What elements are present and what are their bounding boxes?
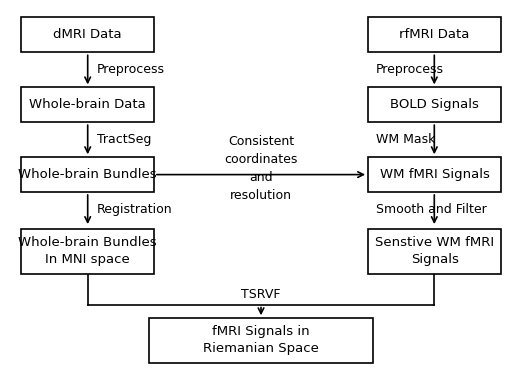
Text: BOLD Signals: BOLD Signals <box>390 98 479 111</box>
FancyBboxPatch shape <box>368 87 501 122</box>
Text: TSRVF: TSRVF <box>241 288 281 301</box>
FancyBboxPatch shape <box>21 17 154 52</box>
FancyBboxPatch shape <box>149 318 373 363</box>
Text: Senstive WM fMRI
Signals: Senstive WM fMRI Signals <box>375 236 494 266</box>
Text: Preprocess: Preprocess <box>97 62 164 76</box>
Text: WM fMRI Signals: WM fMRI Signals <box>379 168 490 181</box>
FancyBboxPatch shape <box>368 17 501 52</box>
FancyBboxPatch shape <box>368 157 501 192</box>
Text: Whole-brain Bundles
In MNI space: Whole-brain Bundles In MNI space <box>18 236 157 266</box>
FancyBboxPatch shape <box>21 157 154 192</box>
Text: Consistent
coordinates
and
resolution: Consistent coordinates and resolution <box>224 135 298 202</box>
FancyBboxPatch shape <box>368 229 501 274</box>
Text: TractSeg: TractSeg <box>97 133 151 146</box>
FancyBboxPatch shape <box>21 87 154 122</box>
Text: dMRI Data: dMRI Data <box>53 28 122 42</box>
Text: WM Mask: WM Mask <box>376 133 435 146</box>
Text: Smooth and Filter: Smooth and Filter <box>376 203 487 216</box>
Text: Registration: Registration <box>97 203 172 216</box>
Text: Whole-brain Data: Whole-brain Data <box>29 98 146 111</box>
Text: rfMRI Data: rfMRI Data <box>399 28 470 42</box>
FancyBboxPatch shape <box>21 229 154 274</box>
Text: Whole-brain Bundles: Whole-brain Bundles <box>18 168 157 181</box>
Text: fMRI Signals in
Riemanian Space: fMRI Signals in Riemanian Space <box>203 326 319 355</box>
Text: Preprocess: Preprocess <box>376 62 444 76</box>
